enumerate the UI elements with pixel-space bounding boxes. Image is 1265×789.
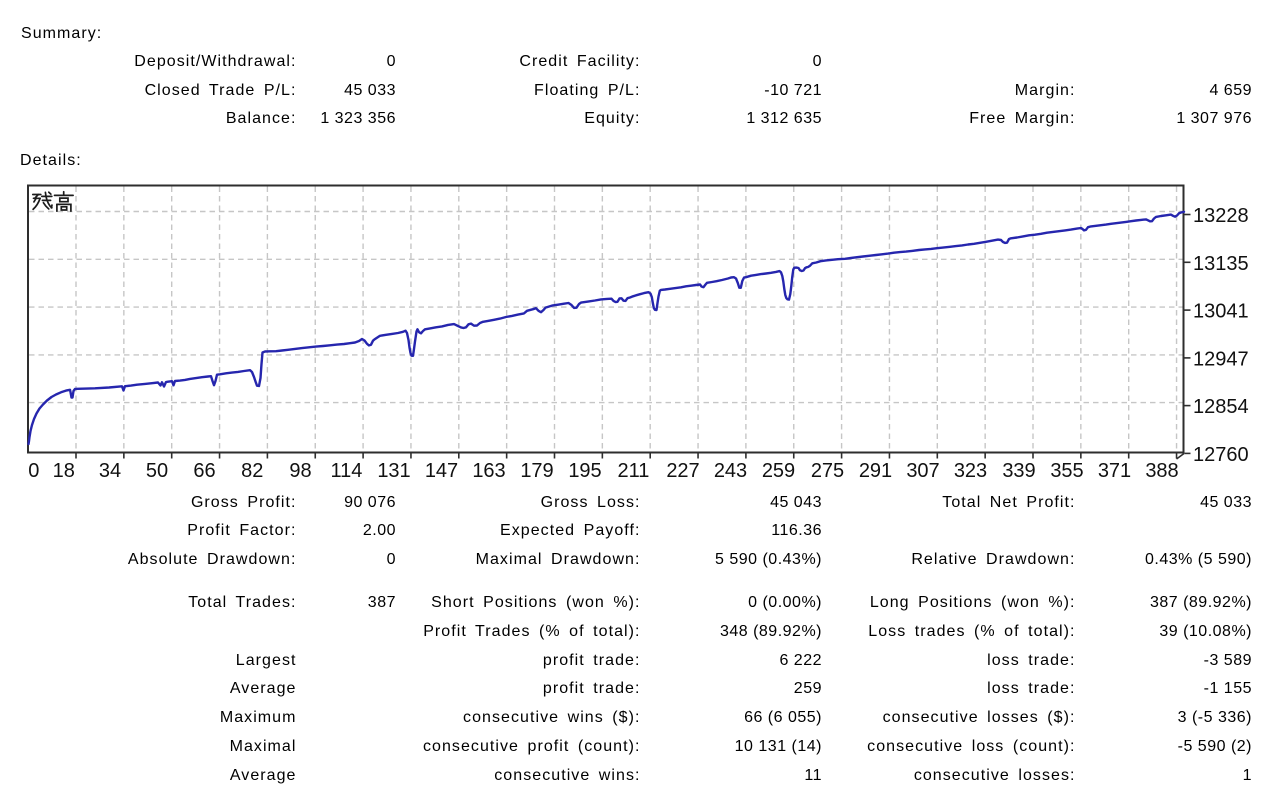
svg-text:307: 307 xyxy=(906,460,939,482)
svg-text:147: 147 xyxy=(425,460,458,482)
svg-text:195: 195 xyxy=(568,460,601,482)
svg-text:12760: 12760 xyxy=(1193,444,1249,466)
svg-text:13041: 13041 xyxy=(1193,301,1249,323)
svg-text:12947: 12947 xyxy=(1193,348,1249,370)
svg-text:371: 371 xyxy=(1098,460,1131,482)
svg-text:0: 0 xyxy=(28,460,39,482)
svg-text:275: 275 xyxy=(811,460,844,482)
svg-text:50: 50 xyxy=(146,460,168,482)
svg-text:179: 179 xyxy=(520,460,553,482)
svg-text:259: 259 xyxy=(762,460,795,482)
svg-text:211: 211 xyxy=(618,460,650,482)
svg-text:114: 114 xyxy=(331,460,363,482)
svg-text:82: 82 xyxy=(241,460,263,482)
svg-text:339: 339 xyxy=(1002,460,1035,482)
svg-text:355: 355 xyxy=(1050,460,1083,482)
svg-text:18: 18 xyxy=(53,460,75,482)
svg-text:131: 131 xyxy=(377,460,410,482)
svg-text:13228: 13228 xyxy=(1193,205,1249,227)
svg-text:13135: 13135 xyxy=(1193,253,1249,275)
svg-text:34: 34 xyxy=(99,460,121,482)
svg-text:163: 163 xyxy=(472,460,505,482)
svg-text:98: 98 xyxy=(289,460,311,482)
svg-text:227: 227 xyxy=(666,460,699,482)
svg-text:291: 291 xyxy=(859,460,892,482)
svg-text:12854: 12854 xyxy=(1193,396,1249,418)
svg-text:66: 66 xyxy=(193,460,215,482)
svg-text:323: 323 xyxy=(954,460,987,482)
svg-text:243: 243 xyxy=(714,460,747,482)
svg-text:388: 388 xyxy=(1145,460,1178,482)
